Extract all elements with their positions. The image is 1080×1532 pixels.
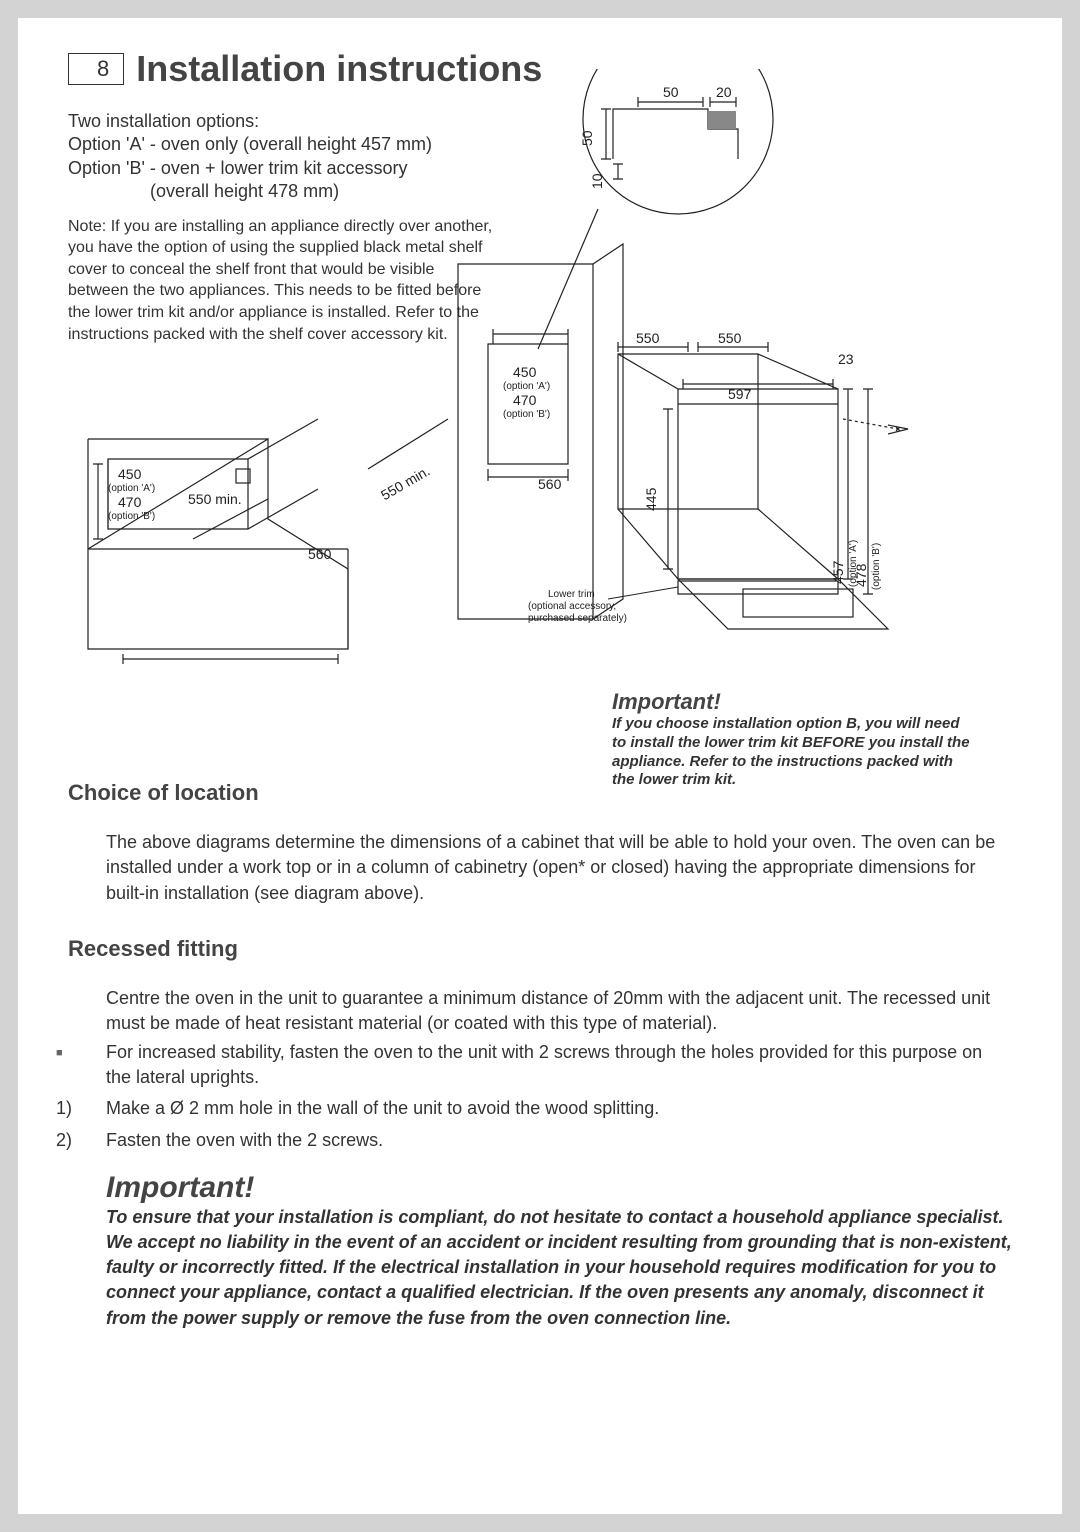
bullet-item: For increased stability, fasten the oven…	[68, 1040, 1012, 1090]
step-number: 1)	[56, 1096, 72, 1121]
side-important-text: If you choose installation option B, you…	[612, 715, 972, 790]
numbered-list: 1)Make a Ø 2 mm hole in the wall of the …	[68, 1096, 1012, 1152]
dim-23: 23	[838, 351, 854, 367]
dim-opt-b: (option 'B')	[108, 511, 155, 522]
side-important-block: Important! If you choose installation op…	[612, 689, 972, 790]
choice-paragraph: The above diagrams determine the dimensi…	[68, 830, 1012, 906]
important-block: Important! To ensure that your installat…	[68, 1171, 1012, 1331]
left-cabinet-drawing	[88, 419, 348, 664]
dim-457: 457	[830, 561, 846, 585]
trim-label-2: (optional accessory,	[528, 601, 616, 612]
bullet-list: For increased stability, fasten the oven…	[68, 1040, 1012, 1090]
dim-445: 445	[643, 488, 659, 512]
step-text: Fasten the oven with the 2 screws.	[106, 1130, 383, 1150]
trim-label-1: Lower trim	[548, 589, 595, 600]
dim-50v: 50	[579, 130, 595, 146]
dim-50h: 50	[663, 84, 679, 100]
dim-560-l: 560	[308, 546, 332, 562]
step-number: 2)	[56, 1128, 72, 1153]
dim-550min-l: 550 min.	[188, 491, 242, 507]
dim-450: 450	[118, 466, 142, 482]
dim-478: 478	[853, 564, 869, 588]
trim-label-3: purchased separately)	[528, 613, 627, 624]
important-heading: Important!	[68, 1171, 1012, 1205]
page: 8 Installation instructions Two installa…	[18, 18, 1062, 1514]
recessed-paragraph: Centre the oven in the unit to guarantee…	[68, 986, 1012, 1036]
callout-detail	[538, 69, 773, 349]
dim-550r: 550	[718, 330, 742, 346]
dim-550min-m: 550 min.	[378, 463, 433, 504]
important-p1: To ensure that your installation is comp…	[68, 1205, 1012, 1230]
dim-550l: 550	[636, 330, 660, 346]
dim-opt-b-r: (option 'B')	[871, 543, 882, 590]
mid-panel-drawing	[368, 244, 623, 619]
dim-10: 10	[589, 173, 605, 189]
diagram-area: 450 (option 'A') 470 (option 'B') 550 mi…	[68, 359, 1012, 699]
dim-opt-b-m: (option 'B')	[503, 409, 550, 420]
list-item: 1)Make a Ø 2 mm hole in the wall of the …	[68, 1096, 1012, 1121]
important-p2: We accept no liability in the event of a…	[68, 1230, 1012, 1331]
dim-20: 20	[716, 84, 732, 100]
step-text: Make a Ø 2 mm hole in the wall of the un…	[106, 1098, 659, 1118]
side-important-heading: Important!	[612, 689, 972, 715]
dim-470-m: 470	[513, 392, 537, 408]
dim-opt-a: (option 'A')	[108, 483, 155, 494]
recessed-heading: Recessed fitting	[68, 930, 1012, 962]
installation-diagram: 450 (option 'A') 470 (option 'B') 550 mi…	[38, 69, 1018, 699]
dim-597: 597	[728, 386, 752, 402]
dim-opt-a-m: (option 'A')	[503, 381, 550, 392]
dim-450-m: 450	[513, 364, 537, 380]
bullet-text: For increased stability, fasten the oven…	[106, 1042, 982, 1087]
list-item: 2)Fasten the oven with the 2 screws.	[68, 1128, 1012, 1153]
dim-470: 470	[118, 494, 142, 510]
dim-560-m: 560	[538, 476, 562, 492]
